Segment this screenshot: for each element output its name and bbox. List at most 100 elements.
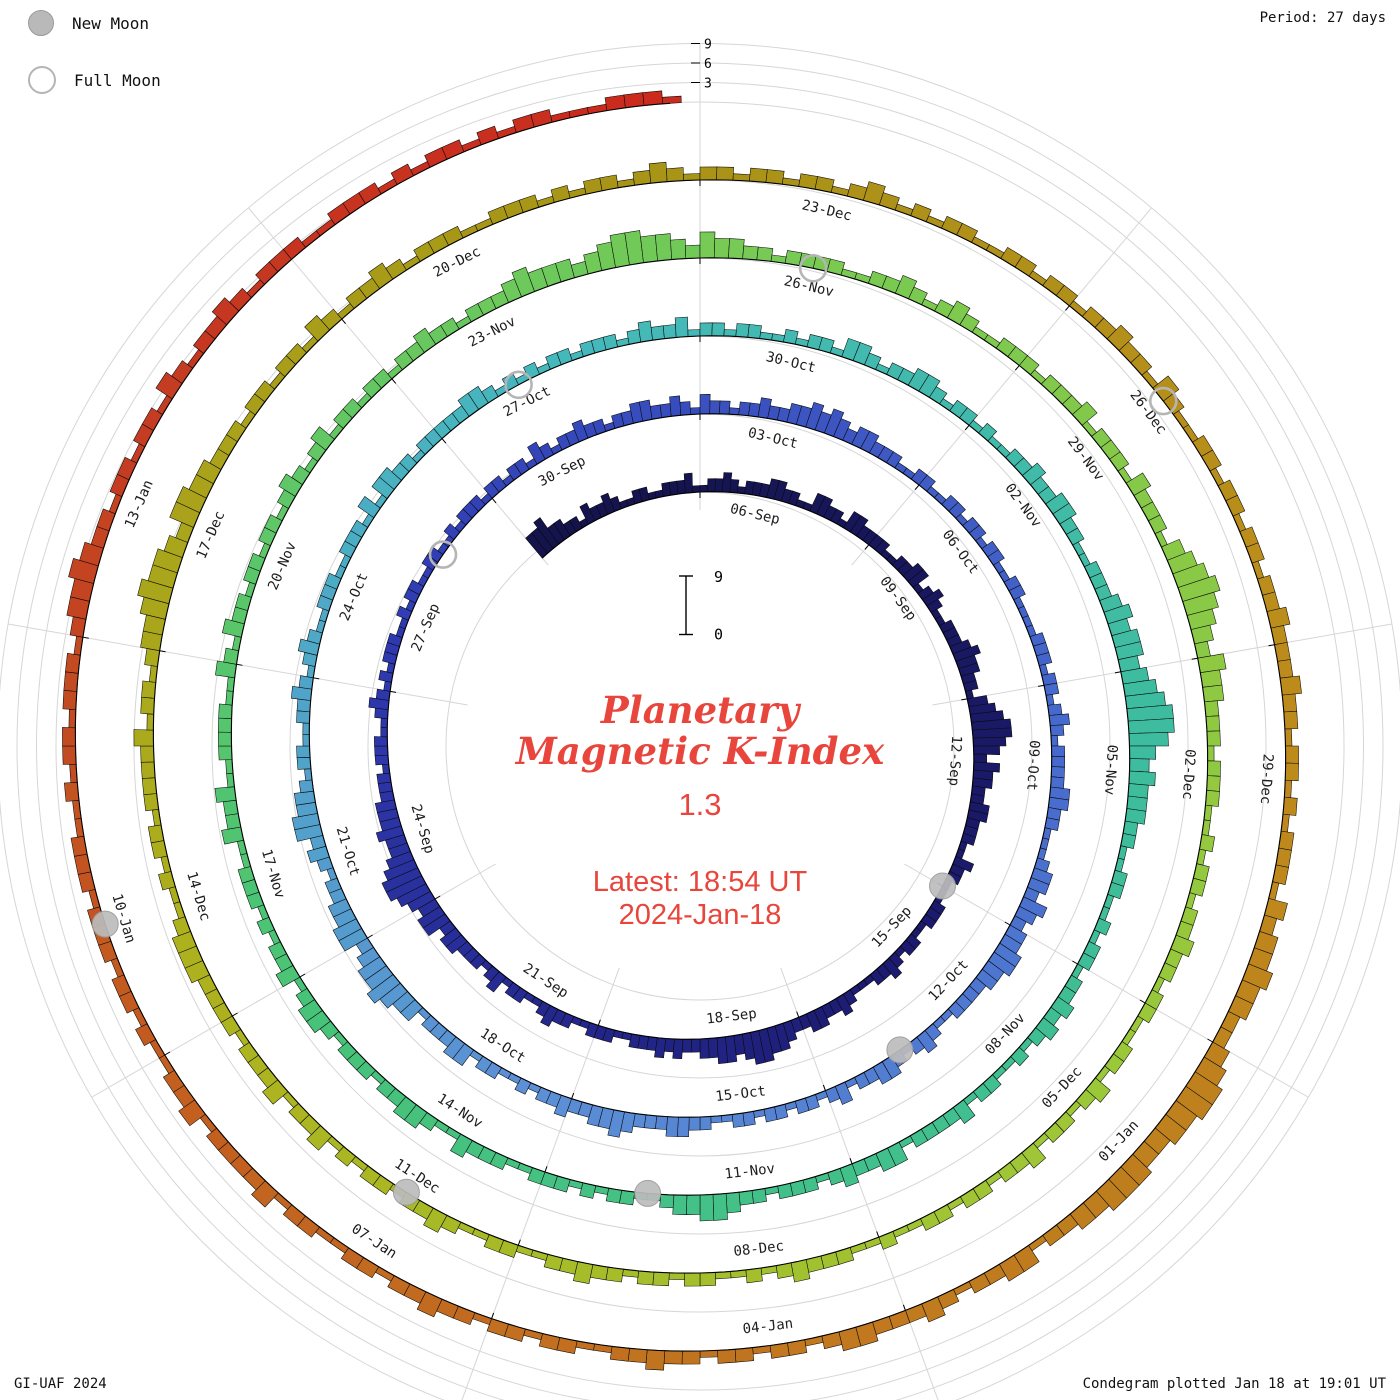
k-bar (725, 1191, 741, 1214)
day-bars (1037, 486, 1103, 579)
day-bars (483, 441, 554, 499)
day-bars (540, 1171, 649, 1206)
day-bars (1018, 355, 1112, 449)
k-bar (636, 1270, 655, 1286)
k-bar (699, 1350, 719, 1358)
day-bars (445, 1126, 546, 1185)
day-bars (566, 1098, 658, 1138)
day-bars (187, 248, 292, 369)
day-bars (531, 996, 599, 1038)
day-bars (699, 472, 763, 497)
day-bars (324, 496, 381, 590)
k-bar (1206, 730, 1221, 747)
day-bars (137, 522, 194, 652)
day-bars (942, 1046, 1030, 1127)
day-bars (620, 395, 701, 427)
day-bars (966, 695, 1013, 763)
day-bars (291, 768, 330, 863)
k-bar (659, 403, 672, 419)
k-bar (457, 1221, 476, 1235)
k-bar (218, 717, 232, 733)
k-bar (640, 234, 658, 264)
k-bar (73, 853, 92, 875)
k-bar (474, 217, 494, 232)
k-bar (550, 185, 571, 203)
k-bar (738, 1190, 754, 1206)
k-bar (681, 1350, 701, 1365)
day-bars (484, 1061, 572, 1118)
k-bar (716, 166, 734, 181)
day-bars (1232, 513, 1291, 646)
day-bars (816, 496, 878, 546)
k-bar (699, 1272, 716, 1287)
k-bar (648, 161, 668, 184)
k-bar (1284, 728, 1293, 747)
k-bar (692, 485, 701, 493)
k-bar (676, 479, 686, 495)
day-bars (812, 255, 928, 306)
k-bar (674, 316, 689, 338)
day-bars (851, 426, 928, 486)
day-bars (627, 1345, 772, 1371)
day-bars (699, 322, 799, 345)
day-bars (92, 923, 166, 1059)
bars-layer (62, 90, 1302, 1371)
k-bar (668, 480, 679, 496)
day-bars (515, 1244, 640, 1285)
k-bar (62, 745, 77, 765)
k-bar (688, 1116, 701, 1131)
day-bars (307, 368, 393, 462)
k-bar (745, 1267, 763, 1284)
day-bars (1144, 892, 1199, 1010)
k-bar (538, 1333, 561, 1351)
k-bar (218, 745, 233, 761)
day-bars (878, 1179, 994, 1250)
day-bars (1162, 392, 1246, 517)
k-bar (471, 1228, 490, 1241)
day-bars (758, 478, 826, 515)
legend-full-moon: Full Moon (28, 66, 161, 94)
k-bar (712, 1193, 728, 1221)
date-label: 02-Dec (1179, 749, 1198, 800)
k-bar (1262, 591, 1280, 612)
date-label: 18-Sep (706, 1006, 758, 1028)
date-label: 27-Sep (409, 601, 444, 654)
day-bars (355, 937, 424, 1022)
k-bar (751, 1188, 768, 1204)
k-bar (1283, 710, 1299, 730)
k-bar (668, 1272, 685, 1280)
k-bar (821, 1331, 843, 1350)
k-bar (1127, 718, 1175, 734)
k-bar (518, 194, 540, 213)
full-moon-marker (504, 370, 533, 400)
k-bar (659, 1194, 675, 1209)
new-moon-marker (886, 1036, 914, 1064)
day-bars (912, 583, 959, 641)
day-bars (1132, 1041, 1230, 1168)
day-bars (215, 660, 237, 774)
new-moon-marker (91, 910, 119, 938)
day-bars (1120, 666, 1175, 773)
date-label: 23-Dec (800, 197, 853, 224)
k-bar (1279, 675, 1302, 696)
date-label: 26-Nov (782, 273, 835, 300)
k-bar (681, 1038, 692, 1053)
k-bar (650, 325, 665, 341)
day-bars (921, 298, 1028, 366)
day-bars (751, 1163, 860, 1204)
latest-time: Latest: 18:54 UT (592, 865, 808, 898)
k-bar (663, 1350, 683, 1365)
k-bar (1207, 760, 1221, 777)
k-bar (461, 138, 482, 153)
date-label: 30-Oct (764, 349, 817, 376)
day-bars (486, 1318, 630, 1362)
latest-date: 2024-Jan-18 (618, 899, 782, 932)
k-bar (496, 125, 517, 139)
k-bar (1204, 700, 1220, 717)
new-moon-marker (929, 872, 956, 900)
date-label: 17-Dec (194, 509, 229, 562)
k-bar (670, 238, 687, 260)
ref-scale-top-label: 9 (714, 568, 723, 586)
k-bar (472, 1312, 492, 1326)
day-bars (975, 536, 1026, 610)
